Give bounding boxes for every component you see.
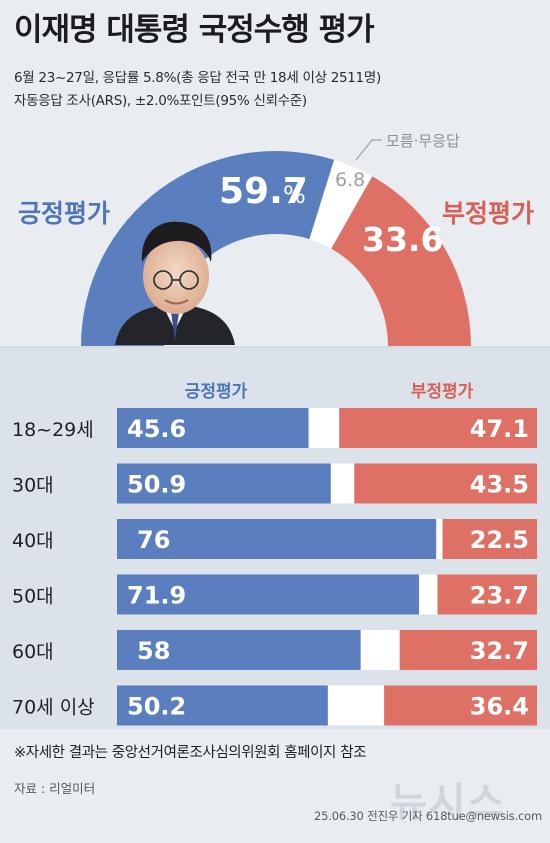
age-group-label: 60대 [12, 641, 54, 663]
negative-value-label: 33.6 [362, 220, 443, 259]
unknown-value-label: 6.8 [335, 169, 365, 191]
bar-positive-segment [117, 685, 328, 726]
president-portrait [115, 221, 235, 345]
donut-slice-unknown [309, 159, 373, 249]
bar-negative-segment [354, 463, 537, 504]
age-group-label: 30대 [12, 475, 54, 497]
bar-negative-segment [384, 685, 537, 726]
age-group-label: 50대 [12, 586, 54, 608]
bar-negative-value: 23.7 [470, 582, 529, 610]
unknown-leader-line [355, 139, 382, 161]
positive-unit-label: % [283, 181, 306, 209]
bar-positive-value: 71.9 [127, 582, 186, 610]
bar-negative-segment [442, 519, 537, 559]
negative-side-label: 부정평가 [442, 199, 534, 228]
age-group-label: 70세 이상 [12, 697, 95, 719]
source-text: 자료 : 리얼미터 [14, 781, 96, 796]
bar-negative-value: 22.5 [470, 526, 529, 554]
age-group-label: 18~29세 [12, 419, 94, 441]
donut-slice-negative [331, 176, 471, 346]
bar-positive-value: 45.6 [127, 415, 186, 443]
page-title: 이재명 대통령 국정수행 평가 [14, 12, 375, 48]
bar-negative-value: 43.5 [470, 471, 529, 499]
newsis-watermark: 뉴시스 [390, 780, 507, 826]
bar-positive-segment [117, 519, 437, 559]
survey-period-text: 6월 23~27일, 응답률 5.8%(총 응답 전국 만 18세 이상 251… [14, 70, 381, 86]
bar-positive-segment [117, 630, 361, 670]
bar-positive-value: 50.2 [127, 693, 186, 721]
bar-negative-value: 47.1 [470, 415, 529, 443]
bars-negative-header: 부정평가 [411, 382, 474, 402]
bar-negative-value: 32.7 [470, 637, 529, 665]
credit-text: 25.06.30 전진우 기자 618tue@newsis.com [314, 809, 542, 823]
bar-negative-value: 36.4 [470, 693, 529, 721]
bar-negative-segment [399, 630, 537, 670]
bar-positive-segment [117, 408, 309, 448]
unknown-label: 모름·무응답 [386, 132, 460, 150]
bar-positive-segment [117, 463, 331, 504]
survey-method-text: 자동응답 조사(ARS), ±2.0%포인트(95% 신뢰수준) [14, 93, 307, 109]
bar-negative-segment [437, 574, 537, 615]
bars-positive-header: 긍정평가 [185, 382, 248, 402]
bar-positive-segment [117, 574, 419, 615]
bar-negative-segment [339, 408, 537, 448]
age-group-label: 40대 [12, 530, 54, 552]
positive-side-label: 긍정평가 [18, 199, 110, 228]
footnote: ※자세한 결과는 중앙선거여론조사심의위원회 홈페이지 참조 [14, 745, 367, 761]
bar-positive-value: 76 [137, 526, 170, 554]
bar-positive-value: 50.9 [127, 471, 186, 499]
bar-positive-value: 58 [137, 637, 170, 665]
positive-value-label: 59.7 [219, 171, 308, 212]
